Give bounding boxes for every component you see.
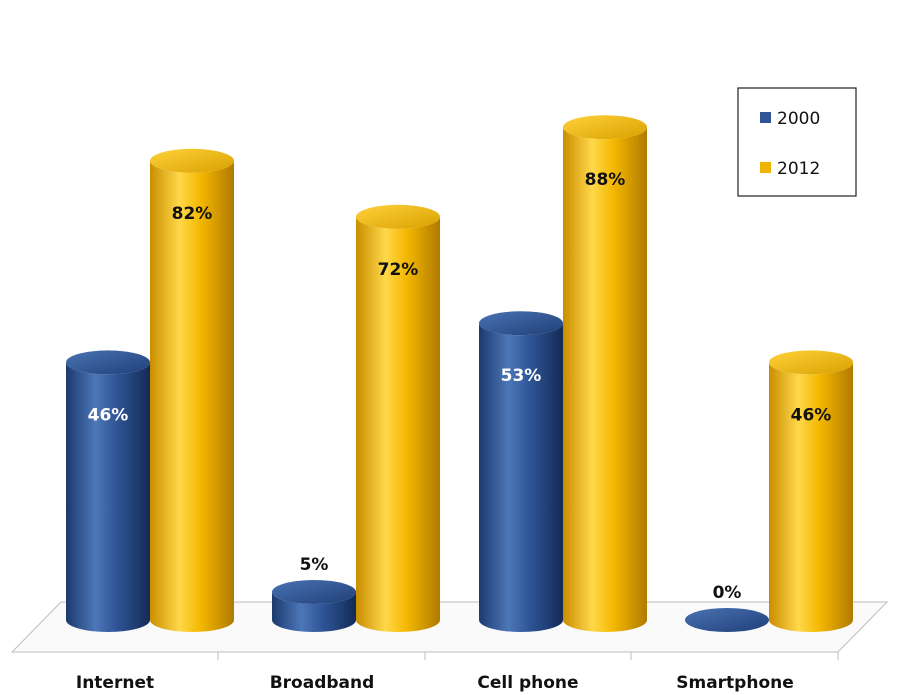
category-label-smartphone: Smartphone	[676, 673, 794, 693]
data-label-broadband-2012: 72%	[378, 260, 419, 280]
bar-top-internet-2000	[66, 350, 150, 375]
data-label-internet-2000: 46%	[88, 405, 129, 425]
bar-smartphone-2012	[769, 362, 853, 632]
bar-top-smartphone-2000	[685, 608, 769, 632]
legend-swatch-2000	[760, 112, 771, 123]
data-label-smartphone-2000: 0%	[713, 583, 742, 603]
legend-box	[737, 87, 857, 197]
bar-top-broadband-2000	[272, 580, 356, 604]
data-label-broadband-2000: 5%	[300, 555, 329, 575]
data-label-internet-2012: 82%	[172, 204, 213, 224]
data-label-smartphone-2012: 46%	[791, 405, 832, 425]
legend-label-2012: 2012	[777, 159, 820, 179]
data-label-cell-phone-2000: 53%	[501, 366, 542, 386]
bar-top-cell-phone-2000	[479, 311, 563, 336]
bar-cell-phone-2000	[479, 323, 563, 632]
bar-top-cell-phone-2012	[563, 115, 647, 140]
bar-broadband-2012	[356, 216, 440, 633]
bar-top-smartphone-2012	[769, 350, 853, 375]
legend-swatch-2012	[760, 162, 771, 173]
bar-internet-2012	[150, 160, 235, 633]
category-label-internet: Internet	[76, 673, 154, 693]
bar-broadband-2000	[272, 592, 356, 632]
bar-internet-2000	[66, 362, 150, 632]
legend: 2000 2012	[737, 87, 857, 197]
bars-group: 46% 82% 5% 72% 53% 88% 0% 46%	[66, 115, 853, 633]
bar-cell-phone-2012	[563, 127, 647, 632]
category-label-cell-phone: Cell phone	[477, 673, 578, 693]
data-label-cell-phone-2012: 88%	[585, 170, 626, 190]
bar-top-broadband-2012	[356, 204, 440, 229]
legend-label-2000: 2000	[777, 109, 820, 129]
category-label-broadband: Broadband	[270, 673, 375, 693]
bar-top-internet-2012	[150, 148, 234, 173]
